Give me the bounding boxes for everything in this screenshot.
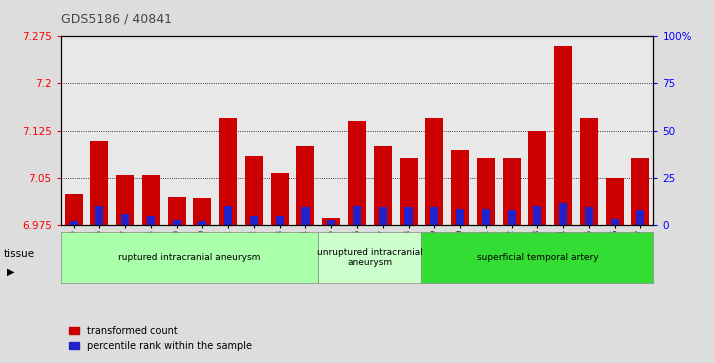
Bar — [477, 158, 495, 225]
Bar — [250, 216, 258, 225]
Bar — [503, 158, 521, 225]
Text: tissue: tissue — [4, 249, 35, 259]
Bar — [90, 141, 109, 225]
Bar — [322, 217, 341, 225]
Bar — [482, 209, 490, 225]
Bar — [585, 207, 593, 225]
Bar — [508, 210, 516, 225]
Bar — [373, 146, 392, 225]
Bar — [142, 175, 160, 225]
Bar — [533, 206, 541, 225]
Bar — [378, 207, 387, 225]
Bar — [400, 158, 418, 225]
Bar — [64, 193, 83, 225]
Bar — [95, 206, 104, 225]
Legend: transformed count, percentile rank within the sample: transformed count, percentile rank withi… — [66, 322, 256, 355]
Bar — [559, 203, 567, 225]
Bar — [605, 178, 623, 225]
Text: ruptured intracranial aneurysm: ruptured intracranial aneurysm — [119, 253, 261, 262]
Bar — [610, 219, 619, 225]
Bar — [456, 209, 464, 225]
Bar — [296, 146, 314, 225]
Bar — [219, 118, 237, 225]
Bar — [168, 197, 186, 225]
Bar — [528, 131, 546, 225]
Text: unruptured intracranial
aneurysm: unruptured intracranial aneurysm — [317, 248, 423, 268]
Bar — [245, 156, 263, 225]
Bar — [426, 118, 443, 225]
Bar — [147, 216, 155, 225]
Bar — [193, 198, 211, 225]
Bar — [116, 175, 134, 225]
Bar — [580, 118, 598, 225]
Bar — [327, 220, 336, 225]
Bar — [121, 214, 129, 225]
Bar — [431, 207, 438, 225]
Bar — [198, 221, 206, 225]
Bar — [348, 121, 366, 225]
Text: ▶: ▶ — [7, 267, 15, 277]
Text: GDS5186 / 40841: GDS5186 / 40841 — [61, 12, 171, 25]
Text: superficial temporal artery: superficial temporal artery — [476, 253, 598, 262]
Bar — [271, 173, 288, 225]
Bar — [353, 206, 361, 225]
Bar — [554, 46, 572, 225]
Bar — [69, 221, 78, 225]
Bar — [276, 216, 283, 225]
Bar — [631, 158, 650, 225]
Bar — [404, 207, 413, 225]
Bar — [173, 220, 181, 225]
Bar — [636, 210, 645, 225]
Bar — [224, 206, 232, 225]
Bar — [301, 207, 310, 225]
Bar — [451, 150, 469, 225]
